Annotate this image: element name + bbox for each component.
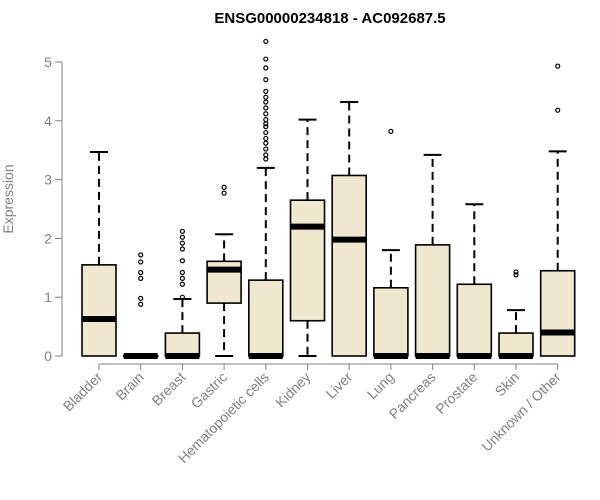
outlier-point xyxy=(138,252,144,258)
y-tick-label: 1 xyxy=(44,289,52,305)
outlier-point xyxy=(179,228,185,234)
box-rect xyxy=(539,269,576,357)
box-skin xyxy=(498,269,534,359)
outlier-point xyxy=(221,184,227,190)
box-rect xyxy=(331,174,368,357)
x-tick-label: Lung xyxy=(364,369,397,402)
box-breast xyxy=(164,228,201,359)
box-rect xyxy=(81,264,117,357)
outlier-point xyxy=(263,129,269,136)
box-hematopoietic-cells xyxy=(248,38,284,359)
outlier-point xyxy=(263,135,269,142)
outlier-point xyxy=(263,56,269,62)
box-lung xyxy=(373,128,409,359)
outlier-point xyxy=(179,234,185,240)
x-tick-label: Breast xyxy=(149,369,189,409)
box-rect xyxy=(373,286,409,357)
outlier-point xyxy=(138,269,144,276)
outlier-point xyxy=(179,275,185,281)
outlier-point xyxy=(263,77,269,83)
x-tick-label: Skin xyxy=(492,369,523,400)
box-rect xyxy=(289,199,326,322)
box-liver xyxy=(331,100,368,357)
outlier-point xyxy=(263,38,269,45)
outlier-point xyxy=(263,152,269,158)
outlier-point xyxy=(388,128,394,134)
outlier-point xyxy=(138,259,144,265)
box-rect xyxy=(498,332,534,357)
box-gastric xyxy=(206,184,242,357)
box-unknown-other xyxy=(539,63,576,357)
outlier-point xyxy=(263,105,269,111)
box-brain xyxy=(122,252,159,359)
outlier-point xyxy=(263,94,269,100)
box-rect xyxy=(248,279,284,357)
x-tick-label: Prostate xyxy=(432,369,480,417)
x-tick-label: Brain xyxy=(112,369,146,403)
box-rect xyxy=(164,332,201,357)
outlier-point xyxy=(513,269,519,275)
outlier-point xyxy=(263,88,269,95)
box-bladder xyxy=(81,150,117,357)
box-pancreas xyxy=(414,153,451,359)
outlier-point xyxy=(263,156,269,162)
outlier-point xyxy=(138,295,144,301)
y-tick-label: 0 xyxy=(44,348,52,364)
outlier-point xyxy=(179,258,185,264)
outlier-point xyxy=(179,246,185,252)
box-prostate xyxy=(456,203,493,359)
outlier-point xyxy=(138,275,144,281)
box-rect xyxy=(414,244,451,357)
y-axis: 0 1 2 3 4 5 xyxy=(44,54,63,364)
box-kidney xyxy=(289,118,326,357)
outlier-point xyxy=(179,281,185,287)
outlier-point xyxy=(513,272,519,278)
outlier-point xyxy=(179,240,185,246)
x-tick-label: Unknown / Other xyxy=(478,369,564,455)
outlier-point xyxy=(263,117,269,123)
outlier-point xyxy=(263,140,269,146)
box-rect xyxy=(456,283,493,357)
x-tick-label: Bladder xyxy=(60,369,106,415)
y-tick-label: 4 xyxy=(44,113,52,129)
outlier-point xyxy=(263,99,269,105)
outlier-point xyxy=(179,294,185,300)
outlier-point xyxy=(138,301,144,307)
outlier-point xyxy=(263,121,269,127)
outlier-point xyxy=(263,146,269,152)
outlier-point xyxy=(555,63,561,69)
outlier-point xyxy=(221,190,227,196)
outlier-point xyxy=(179,269,185,276)
y-axis-label: Expression xyxy=(0,164,16,233)
outlier-point xyxy=(263,111,269,117)
y-tick-label: 3 xyxy=(44,172,52,188)
x-tick-label: Liver xyxy=(323,369,356,402)
x-tick-label: Kidney xyxy=(272,369,314,411)
y-tick-label: 2 xyxy=(44,230,52,246)
y-tick-label: 5 xyxy=(44,54,52,70)
outlier-point xyxy=(263,65,269,71)
outlier-point xyxy=(263,124,269,130)
chart-title: ENSG00000234818 - AC092687.5 xyxy=(214,10,445,27)
boxes-group xyxy=(81,38,576,359)
outlier-point xyxy=(555,107,561,113)
